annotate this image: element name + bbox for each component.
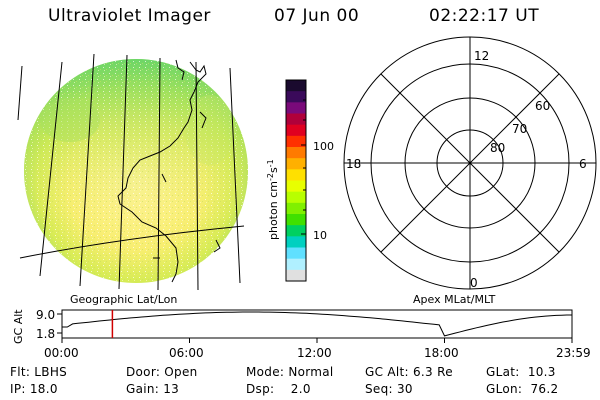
longitude-grid — [17, 53, 245, 291]
altitude-strip — [57, 309, 573, 343]
color-scale-ticks — [301, 99, 306, 235]
colorbar-tick-100: 100 — [313, 140, 334, 153]
status-filter: Flt: LBHS — [10, 365, 68, 379]
mlt-6-label: 6 — [579, 157, 587, 171]
colorbar-segment — [286, 258, 306, 271]
alt-tick-low: 1.8 — [36, 327, 55, 341]
colorbar-segment — [286, 225, 306, 237]
status-ip: IP: 18.0 — [10, 382, 58, 396]
apex-caption: Apex MLat/MLT — [413, 293, 496, 306]
coastline — [117, 59, 221, 283]
colorbar-segment — [286, 169, 306, 182]
time-tick-2359: 23:59 — [556, 346, 591, 360]
colorbar-segment — [286, 113, 306, 126]
status-gain: Gain: 13 — [126, 382, 180, 396]
date-label: 07 Jun 00 — [274, 6, 360, 26]
status-gc-alt: GC Alt: 6.3 Re — [365, 365, 453, 379]
colorbar-segment — [286, 269, 306, 282]
colorbar-segment — [286, 80, 306, 92]
status-door: Door: Open — [126, 365, 198, 379]
colorbar-segment — [286, 180, 306, 193]
colorbar-segment — [286, 247, 306, 260]
colorbar-segment — [286, 158, 306, 170]
colorbar-unit-label: photon cm-2s-1 — [266, 159, 280, 240]
alt-axis-label: GC Alt — [12, 309, 25, 344]
color-scale-bar — [285, 79, 307, 282]
colorbar-segment — [286, 191, 306, 204]
colorbar-segment — [286, 236, 306, 249]
polar-grid — [343, 36, 597, 290]
colorbar-segment — [286, 135, 306, 148]
time-tick-0000: 00:00 — [44, 346, 79, 360]
mlat-60-label: 60 — [535, 99, 550, 113]
colorbar-tick-10: 10 — [313, 229, 327, 242]
time-tick-1200: 12:00 — [297, 346, 332, 360]
mlat-80-label: 80 — [490, 141, 505, 155]
colorbar-segment — [286, 91, 306, 103]
colorbar-segment — [286, 102, 306, 115]
status-mode: Mode: Normal — [246, 365, 334, 379]
mlt-0-label: 0 — [470, 276, 478, 290]
earth-image — [17, 53, 248, 291]
colorbar-segment — [286, 202, 306, 215]
status-glon: GLon: 76.2 — [486, 382, 559, 396]
instrument-title: Ultraviolet Imager — [48, 6, 211, 26]
status-glat: GLat: 10.3 — [486, 365, 556, 379]
geographic-caption: Geographic Lat/Lon — [70, 293, 177, 306]
mlat-70-label: 70 — [512, 122, 527, 136]
colorbar-segment — [286, 214, 306, 226]
colorbar-segment — [286, 147, 306, 159]
mlt-12-label: 12 — [474, 49, 489, 63]
time-tick-1800: 18:00 — [424, 346, 459, 360]
status-dsp: Dsp: 2.0 — [246, 382, 311, 396]
time-tick-0600: 06:00 — [169, 346, 204, 360]
mlt-18-label: 18 — [346, 157, 361, 171]
time-label: 02:22:17 UT — [429, 6, 540, 26]
colorbar-frame — [285, 79, 307, 282]
colorbar-segment — [286, 124, 306, 137]
status-seq: Seq: 30 — [365, 382, 413, 396]
alt-tick-high: 9.0 — [36, 308, 55, 322]
